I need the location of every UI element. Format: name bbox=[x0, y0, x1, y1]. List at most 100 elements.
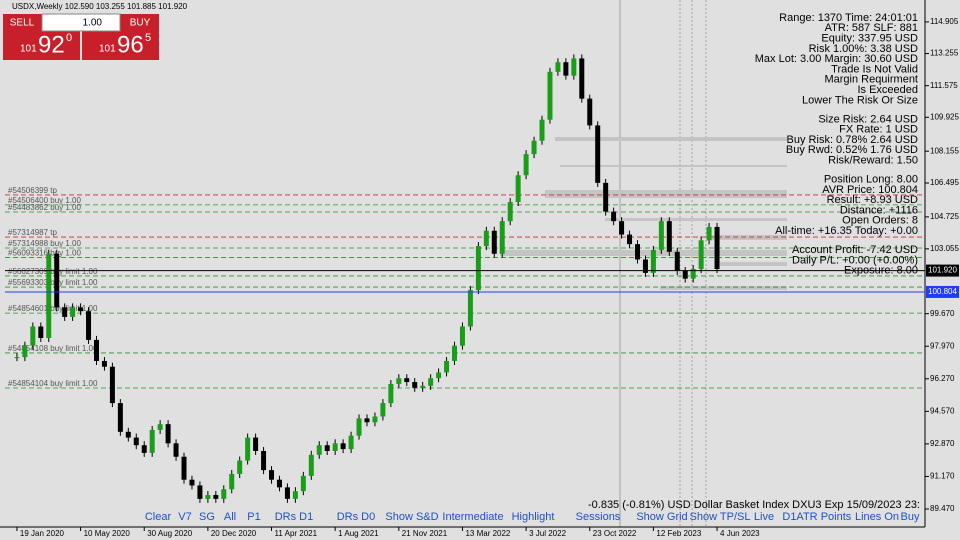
candle-body bbox=[62, 307, 68, 317]
candle-body bbox=[78, 307, 84, 312]
x-tick-label: 30 Aug 2020 bbox=[147, 529, 192, 538]
info-line: Margin Requirment bbox=[824, 74, 918, 86]
candle-body bbox=[499, 221, 505, 254]
y-tick-label: 111.575 bbox=[930, 81, 958, 90]
candle-body bbox=[261, 450, 267, 471]
candle-body bbox=[507, 202, 513, 222]
candle-body bbox=[372, 416, 378, 423]
candle-body bbox=[324, 445, 330, 451]
candle-body bbox=[404, 378, 410, 383]
candle-body bbox=[690, 269, 696, 279]
toolbar-button[interactable]: Show Grid bbox=[636, 511, 687, 523]
toolbar-button[interactable]: DRs D1 bbox=[275, 511, 314, 523]
candle-body bbox=[611, 211, 617, 222]
x-tick-label: 4 Jun 2023 bbox=[720, 529, 760, 538]
x-tick-label: 1 Aug 2021 bbox=[338, 529, 379, 538]
price-marker bbox=[926, 285, 959, 298]
order-label: #57314987 tp bbox=[8, 228, 57, 237]
candle-body bbox=[348, 435, 354, 450]
candle-body bbox=[316, 445, 322, 455]
x-tick-label: 21 Nov 2021 bbox=[402, 529, 448, 538]
toolbar-button[interactable]: Intermediate bbox=[442, 511, 503, 523]
footer-text: -0.835 (-0.81%) USD Dollar Basket Index … bbox=[588, 499, 920, 511]
toolbar-button[interactable]: Sessions bbox=[576, 511, 621, 523]
toolbar-button[interactable]: Show TP/SL bbox=[690, 511, 751, 523]
y-tick-label: 96.270 bbox=[930, 374, 955, 383]
y-tick-label: 114.905 bbox=[930, 17, 959, 26]
order-label: #55693303 buy limit 1.00 bbox=[8, 278, 98, 287]
candle-body bbox=[595, 125, 601, 183]
toolbar-button[interactable]: Highlight bbox=[512, 511, 555, 523]
sell-label[interactable]: SELL bbox=[10, 18, 35, 29]
sell-big: 92 bbox=[38, 31, 65, 58]
candle-body bbox=[86, 311, 92, 340]
candle-body bbox=[308, 454, 314, 476]
toolbar-button[interactable]: V7 bbox=[178, 511, 191, 523]
toolbar-button[interactable]: Lines On bbox=[855, 511, 899, 523]
toolbar-button[interactable]: Live bbox=[754, 511, 774, 523]
lot-value[interactable]: 1.00 bbox=[83, 18, 103, 29]
order-label: #54506399 tp bbox=[8, 186, 57, 195]
buy-prefix: 101 bbox=[99, 44, 116, 55]
info-line: All-time: +16.35 Today: +0.00 bbox=[775, 225, 918, 237]
price-marker-label: 101.920 bbox=[928, 266, 957, 275]
y-tick-label: 113.255 bbox=[930, 49, 959, 58]
candle-body bbox=[197, 485, 203, 499]
toolbar-button[interactable]: Show S&D bbox=[385, 511, 438, 523]
y-tick-label: 106.495 bbox=[930, 178, 959, 187]
candle-body bbox=[300, 475, 306, 492]
candle-body bbox=[396, 378, 402, 384]
candle-body bbox=[523, 154, 529, 176]
candle-body bbox=[714, 226, 720, 270]
candle-body bbox=[475, 246, 481, 291]
x-tick-label: 13 Mar 2022 bbox=[465, 529, 510, 538]
info-line: Trade Is Not Valid bbox=[831, 63, 918, 75]
candle-body bbox=[452, 345, 458, 361]
candle-body bbox=[181, 456, 187, 480]
y-tick-label: 92.870 bbox=[930, 439, 955, 448]
x-tick-label: 12 Feb 2023 bbox=[656, 529, 701, 538]
x-tick-label: 19 Jan 2020 bbox=[20, 529, 65, 538]
candle-body bbox=[284, 487, 290, 499]
y-tick-label: 89.470 bbox=[930, 504, 955, 513]
toolbar-button[interactable]: All bbox=[224, 511, 236, 523]
candle-body bbox=[70, 307, 76, 317]
candle-body bbox=[563, 62, 569, 76]
info-line: ATR: 587 SLF: 881 bbox=[825, 22, 918, 34]
info-line: Buy Risk: 0.78% 2.64 USD bbox=[787, 134, 919, 146]
candle-body bbox=[340, 443, 346, 450]
window-title: USDX,Weekly 102.590 103.255 101.885 101.… bbox=[12, 2, 188, 11]
buy-label[interactable]: BUY bbox=[130, 18, 151, 29]
info-line: Risk 1.00%: 3.38 USD bbox=[809, 43, 918, 55]
info-line: FX Rate: 1 USD bbox=[839, 124, 918, 136]
toolbar-button[interactable]: Points bbox=[821, 511, 852, 523]
candle-body bbox=[117, 403, 123, 432]
toolbar-button[interactable]: Buy bbox=[901, 511, 920, 523]
candle-body bbox=[459, 326, 465, 346]
info-line: Account Profit: -7.42 USD bbox=[792, 244, 918, 256]
candle-body bbox=[571, 58, 577, 76]
candle-body bbox=[253, 437, 259, 451]
candle-body bbox=[491, 230, 497, 254]
order-label: #56093316 buy 1.00 bbox=[8, 249, 82, 258]
toolbar-button[interactable]: SG bbox=[199, 511, 215, 523]
candle-body bbox=[229, 473, 235, 490]
info-line: Is Exceeded bbox=[857, 84, 918, 96]
info-line: Buy Rwd: 0.52% 1.76 USD bbox=[786, 144, 918, 156]
order-label: #56027309 buy limit 1.00 bbox=[8, 267, 98, 276]
toolbar-button[interactable]: DRs D0 bbox=[337, 511, 376, 523]
lot-input[interactable] bbox=[41, 13, 121, 32]
candle-body bbox=[674, 251, 680, 271]
info-line: Position Long: 8.00 bbox=[824, 174, 918, 186]
trade-panel: SELL BUY 1.00 101 92 0 101 96 5 bbox=[3, 13, 159, 60]
info-line: Range: 1370 Time: 24:01:01 bbox=[779, 12, 918, 24]
x-tick-label: 10 May 2020 bbox=[84, 529, 131, 538]
price-marker bbox=[926, 264, 959, 277]
candle-body bbox=[650, 249, 656, 273]
toolbar-button[interactable]: Clear bbox=[145, 511, 172, 523]
toolbar-button[interactable]: P1 bbox=[247, 511, 260, 523]
y-tick-label: 108.155 bbox=[930, 146, 959, 155]
info-line: Result: +8.93 USD bbox=[827, 194, 918, 206]
toolbar-button[interactable]: D1ATR bbox=[782, 511, 817, 523]
